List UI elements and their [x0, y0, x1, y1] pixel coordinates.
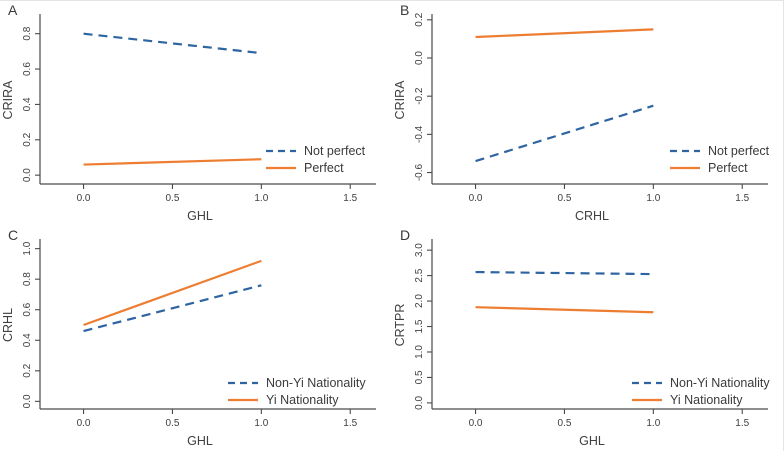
panel-b: B 0.0 0.5 1.0 1.5 -0.6 -0.4 -0.2 0.0 0.2 CRHL CRIR…: [392, 1, 784, 226]
y-tick-label: -0.4: [414, 125, 425, 143]
axes: 0.0 0.5 1.0 1.5 -0.6 -0.4 -0.2 0.0 0.2 CRHL CRIRA: [393, 12, 768, 223]
x-tick-label: 1.5: [735, 418, 749, 429]
y-tick-label: 0.0: [414, 51, 425, 65]
y-axis-title: CRIRA: [1, 80, 15, 120]
legend: Not perfect Perfect: [266, 144, 366, 175]
y-tick-label: 2.0: [414, 294, 425, 308]
x-axis-title: GHL: [187, 434, 213, 448]
y-tick-label: 0.0: [22, 168, 33, 182]
x-tick-label: 0.5: [165, 418, 179, 429]
legend-label: Perfect: [304, 161, 344, 175]
x-axis-title: GHL: [579, 434, 605, 448]
x-tick-label: 0.5: [557, 418, 571, 429]
x-axis-title: CRHL: [575, 209, 609, 223]
legend-label: Not perfect: [304, 144, 366, 158]
panel-c-label: C: [8, 227, 19, 243]
y-tick-label: 0.0: [414, 396, 425, 410]
x-tick-label: 0.0: [469, 193, 483, 204]
y-tick-label: 0.5: [414, 370, 425, 384]
y-axis-title: CRHL: [1, 308, 15, 342]
legend: Non-Yi Nationality Yi Nationality: [228, 376, 366, 407]
x-tick-label: 1.0: [646, 193, 660, 204]
panel-c: C 0.0 0.5 1.0 1.5 0.0 0.2 0.4 0.6 0.8 1.0 GHL CRHL N…: [0, 226, 392, 451]
panel-d-plot: 0.0 0.5 1.0 1.5 0.0 0.5 1.0 1.5 2.0 2.5 3.0 GHL CRTP…: [393, 239, 770, 448]
y-tick-label: 0.4: [22, 97, 33, 111]
x-tick-label: 1.5: [343, 418, 357, 429]
y-tick-label: 0.2: [22, 363, 33, 377]
series-line-yi-nationality: [475, 306, 654, 314]
y-tick-label: 0.8: [22, 26, 33, 40]
series-line-perfect: [475, 28, 654, 39]
x-tick-label: 0.5: [557, 193, 571, 204]
series-line-non-yi-nationality: [83, 284, 262, 333]
y-tick-label: 0.2: [414, 12, 425, 26]
panel-a: A 0.0 0.5 1.0 1.5 0.0 0.2 0.4 0.6 0.8 GHL CRIRA Not…: [0, 1, 392, 226]
x-tick-label: 0.0: [469, 418, 483, 429]
series-line-not-perfect: [83, 32, 262, 55]
x-tick-label: 1.0: [254, 418, 268, 429]
y-tick-label: 0.6: [22, 62, 33, 76]
legend: Non-Yi Nationality Yi Nationality: [632, 376, 770, 407]
panel-d-label: D: [400, 227, 411, 243]
y-tick-label: 0.8: [22, 272, 33, 286]
legend-label: Non-Yi Nationality: [266, 376, 366, 390]
x-tick-label: 0.0: [77, 193, 91, 204]
y-tick-label: 0.6: [22, 302, 33, 316]
y-axis-title: CRTPR: [393, 304, 407, 347]
panel-a-label: A: [8, 2, 18, 18]
y-tick-label: 0.2: [22, 132, 33, 146]
panel-b-label: B: [400, 2, 410, 18]
legend-label: Not perfect: [708, 144, 770, 158]
series-line-perfect: [83, 158, 262, 166]
y-tick-label: 0.0: [22, 394, 33, 408]
x-tick-label: 1.5: [735, 193, 749, 204]
y-tick-label: 1.0: [414, 345, 425, 359]
y-tick-label: -0.6: [414, 163, 425, 181]
panel-a-plot: 0.0 0.5 1.0 1.5 0.0 0.2 0.4 0.6 0.8 GHL CRIRA Not p…: [1, 14, 376, 223]
legend-label: Yi Nationality: [670, 393, 743, 407]
legend: Not perfect Perfect: [670, 144, 770, 175]
legend-label: Non-Yi Nationality: [670, 376, 770, 390]
y-tick-label: 3.0: [414, 243, 425, 257]
panel-b-plot: 0.0 0.5 1.0 1.5 -0.6 -0.4 -0.2 0.0 0.2 CRHL CRIRA N…: [393, 12, 770, 223]
y-tick-label: -0.2: [414, 87, 425, 105]
y-tick-label: 1.0: [22, 241, 33, 255]
panel-c-plot: 0.0 0.5 1.0 1.5 0.0 0.2 0.4 0.6 0.8 1.0 GHL CRHL Non…: [1, 239, 376, 448]
series-line-not-perfect: [475, 104, 654, 163]
x-tick-label: 1.0: [646, 418, 660, 429]
legend-label: Yi Nationality: [266, 393, 339, 407]
y-tick-label: 2.5: [414, 268, 425, 282]
legend-label: Perfect: [708, 161, 748, 175]
y-tick-label: 0.4: [22, 333, 33, 347]
axes: 0.0 0.5 1.0 1.5 0.0 0.2 0.4 0.6 0.8 GHL CRIRA: [1, 14, 376, 223]
y-axis-title: CRIRA: [393, 80, 407, 120]
series-line-non-yi-nationality: [475, 270, 654, 276]
axes: 0.0 0.5 1.0 1.5 0.0 0.2 0.4 0.6 0.8 1.0 GHL CRHL: [1, 239, 376, 448]
x-axis-title: GHL: [187, 209, 213, 223]
x-tick-label: 0.0: [77, 418, 91, 429]
panel-d: D 0.0 0.5 1.0 1.5 0.0 0.5 1.0 1.5 2.0 2.5 3.0 GHL CR…: [392, 226, 784, 451]
x-tick-label: 0.5: [165, 193, 179, 204]
y-tick-label: 1.5: [414, 319, 425, 333]
series-line-yi-nationality: [83, 259, 262, 327]
x-tick-label: 1.0: [254, 193, 268, 204]
axes: 0.0 0.5 1.0 1.5 0.0 0.5 1.0 1.5 2.0 2.5 3.0 GHL CRTP…: [393, 239, 768, 448]
x-tick-label: 1.5: [343, 193, 357, 204]
